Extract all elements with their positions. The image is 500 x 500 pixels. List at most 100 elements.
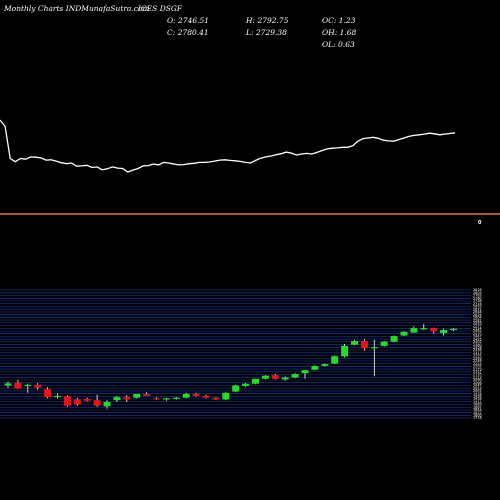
candle-body-down [93,400,101,406]
price-tick: 2269 [473,356,482,360]
candle [123,395,131,402]
relative-strength-panel [0,119,456,173]
price-axis: 2828280527832760273827162693267126482626… [473,288,482,420]
price-tick: 2380 [473,343,482,347]
candle [222,392,230,401]
candle [351,339,358,346]
price-tick: 2336 [473,348,482,352]
candle [360,339,368,351]
candle-body-up [331,356,339,364]
indicator-panel: 0 [0,213,500,226]
candle [103,400,111,409]
candles [4,323,457,409]
price-tick: 2805 [473,291,482,295]
candle-body-down [63,396,71,406]
candle-body-up [321,364,329,366]
candle-body-up [24,384,32,387]
candle-body-up [133,394,141,398]
price-tick: 1867 [473,405,482,409]
candle [341,344,349,358]
price-tick: 2738 [473,299,482,303]
candle [410,326,418,333]
candle [291,373,299,379]
candle-body-down [360,341,368,349]
candle [261,375,269,380]
candle-body-up [162,398,170,400]
candle [331,355,339,365]
candle [14,380,22,390]
price-tick: 2470 [473,332,482,336]
candle [321,363,329,367]
candle [242,383,250,387]
high-value: H: 2792.75 [246,16,289,25]
candle-body-down [271,375,279,379]
candle-body-up [172,397,180,399]
price-tick: 1889 [473,403,482,407]
price-tick: 1934 [473,397,482,401]
candle [440,328,448,336]
price-tick: 2023 [473,386,482,390]
candle [133,394,141,399]
candle [113,395,121,402]
candle-body-up [4,383,12,386]
price-tick: 1978 [473,392,482,396]
price-tick: 1822 [473,411,482,415]
candle [370,339,378,377]
candle [192,392,200,397]
oc-value: OC: 1.23 [322,16,356,25]
candle [54,393,61,399]
candle [400,331,408,337]
candle [83,397,91,402]
candle [172,397,180,400]
candle-body-up [351,341,358,345]
candle-body-up [440,330,448,333]
price-tick: 2559 [473,321,482,325]
candle-body-down [153,398,160,400]
price-tick: 2760 [473,297,482,301]
candle-body-down [430,328,438,332]
price-tick: 2313 [473,351,482,355]
open-value: O: 2746.51 [167,16,210,25]
symbol-label: ICES DSGF [138,4,183,13]
candle [420,323,428,330]
candle-body-up [232,385,240,392]
price-tick: 2693 [473,305,482,309]
candle-body-up [261,375,269,379]
price-tick: 2514 [473,327,482,331]
price-tick: 2157 [473,370,482,374]
candle-body-up [390,336,398,342]
candle-body-up [291,373,299,378]
candle [34,383,42,390]
candle-body-down [202,395,210,398]
price-tick: 2425 [473,337,482,341]
candle-body-down [192,394,200,396]
candle-body-down [143,394,151,396]
candle [153,397,160,401]
price-tick: 2112 [473,376,482,380]
price-tick: 2135 [473,373,482,377]
price-tick: 2828 [473,288,482,292]
price-tick: 1911 [473,400,482,404]
candle-body-up [301,370,309,374]
candle-body-up [222,392,230,400]
candle [4,381,12,388]
candle-body-down [83,398,91,401]
candle [73,397,81,406]
candle-body-up [311,366,319,370]
candle [212,397,220,401]
price-tick: 2358 [473,346,482,350]
price-tick: 1800 [473,414,482,418]
price-tick: 2045 [473,384,482,388]
price-tick: 2581 [473,318,482,322]
ol-value: OL: 0.63 [322,40,355,49]
candle-body-up [400,331,408,336]
candle [252,378,259,385]
candle [63,395,71,407]
candle-body-up [450,328,457,330]
low-value: L: 2729.38 [246,28,287,37]
indicator-label: 0 [478,220,482,226]
candle [182,392,190,399]
price-tick: 2179 [473,367,482,371]
candle [44,387,52,399]
